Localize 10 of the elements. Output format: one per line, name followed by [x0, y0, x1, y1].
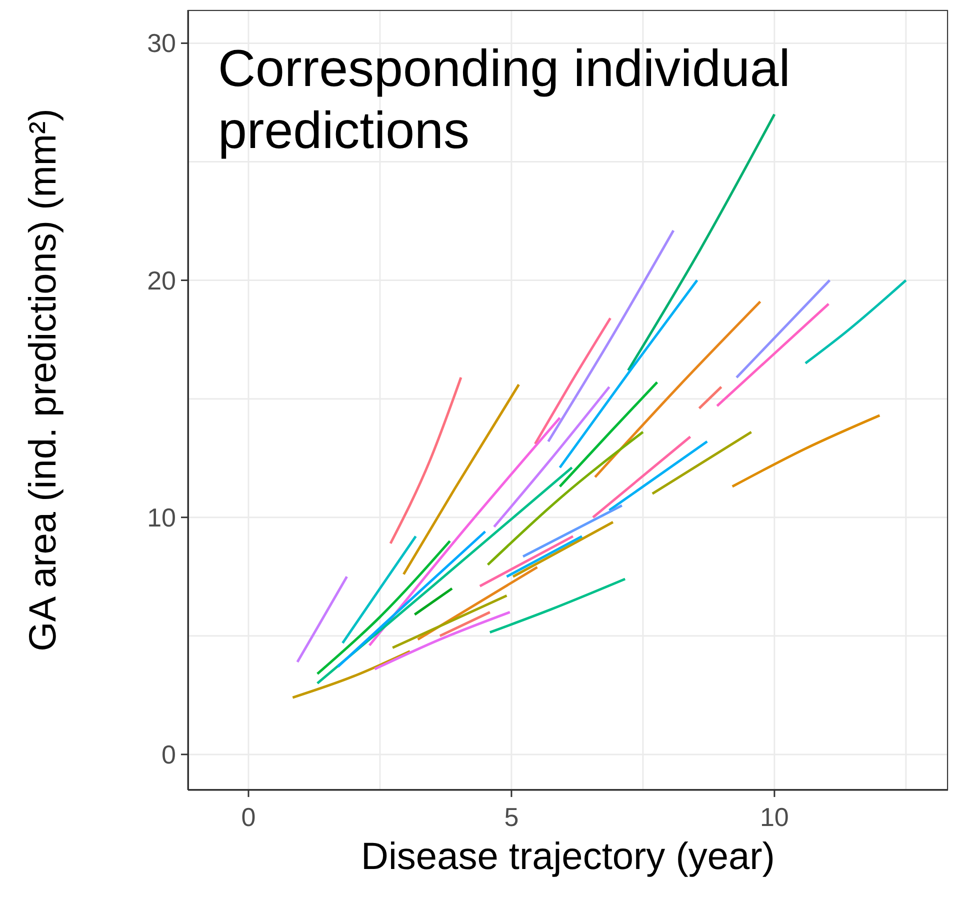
x-axis-title: Disease trajectory (year) [360, 836, 776, 879]
x-tick-label: 0 [241, 802, 256, 832]
y-tick-label: 20 [147, 265, 176, 296]
y-tick-label: 0 [162, 739, 176, 770]
y-tick-label: 30 [147, 28, 176, 58]
text: Corresponding individual predictions [218, 39, 792, 162]
y-tick-label: 10 [147, 502, 176, 532]
x-tick-label: 5 [504, 802, 519, 832]
x-tick-label: 10 [760, 802, 789, 832]
y-axis-title: GA area (ind. predictions) (mm²) [22, 108, 66, 652]
